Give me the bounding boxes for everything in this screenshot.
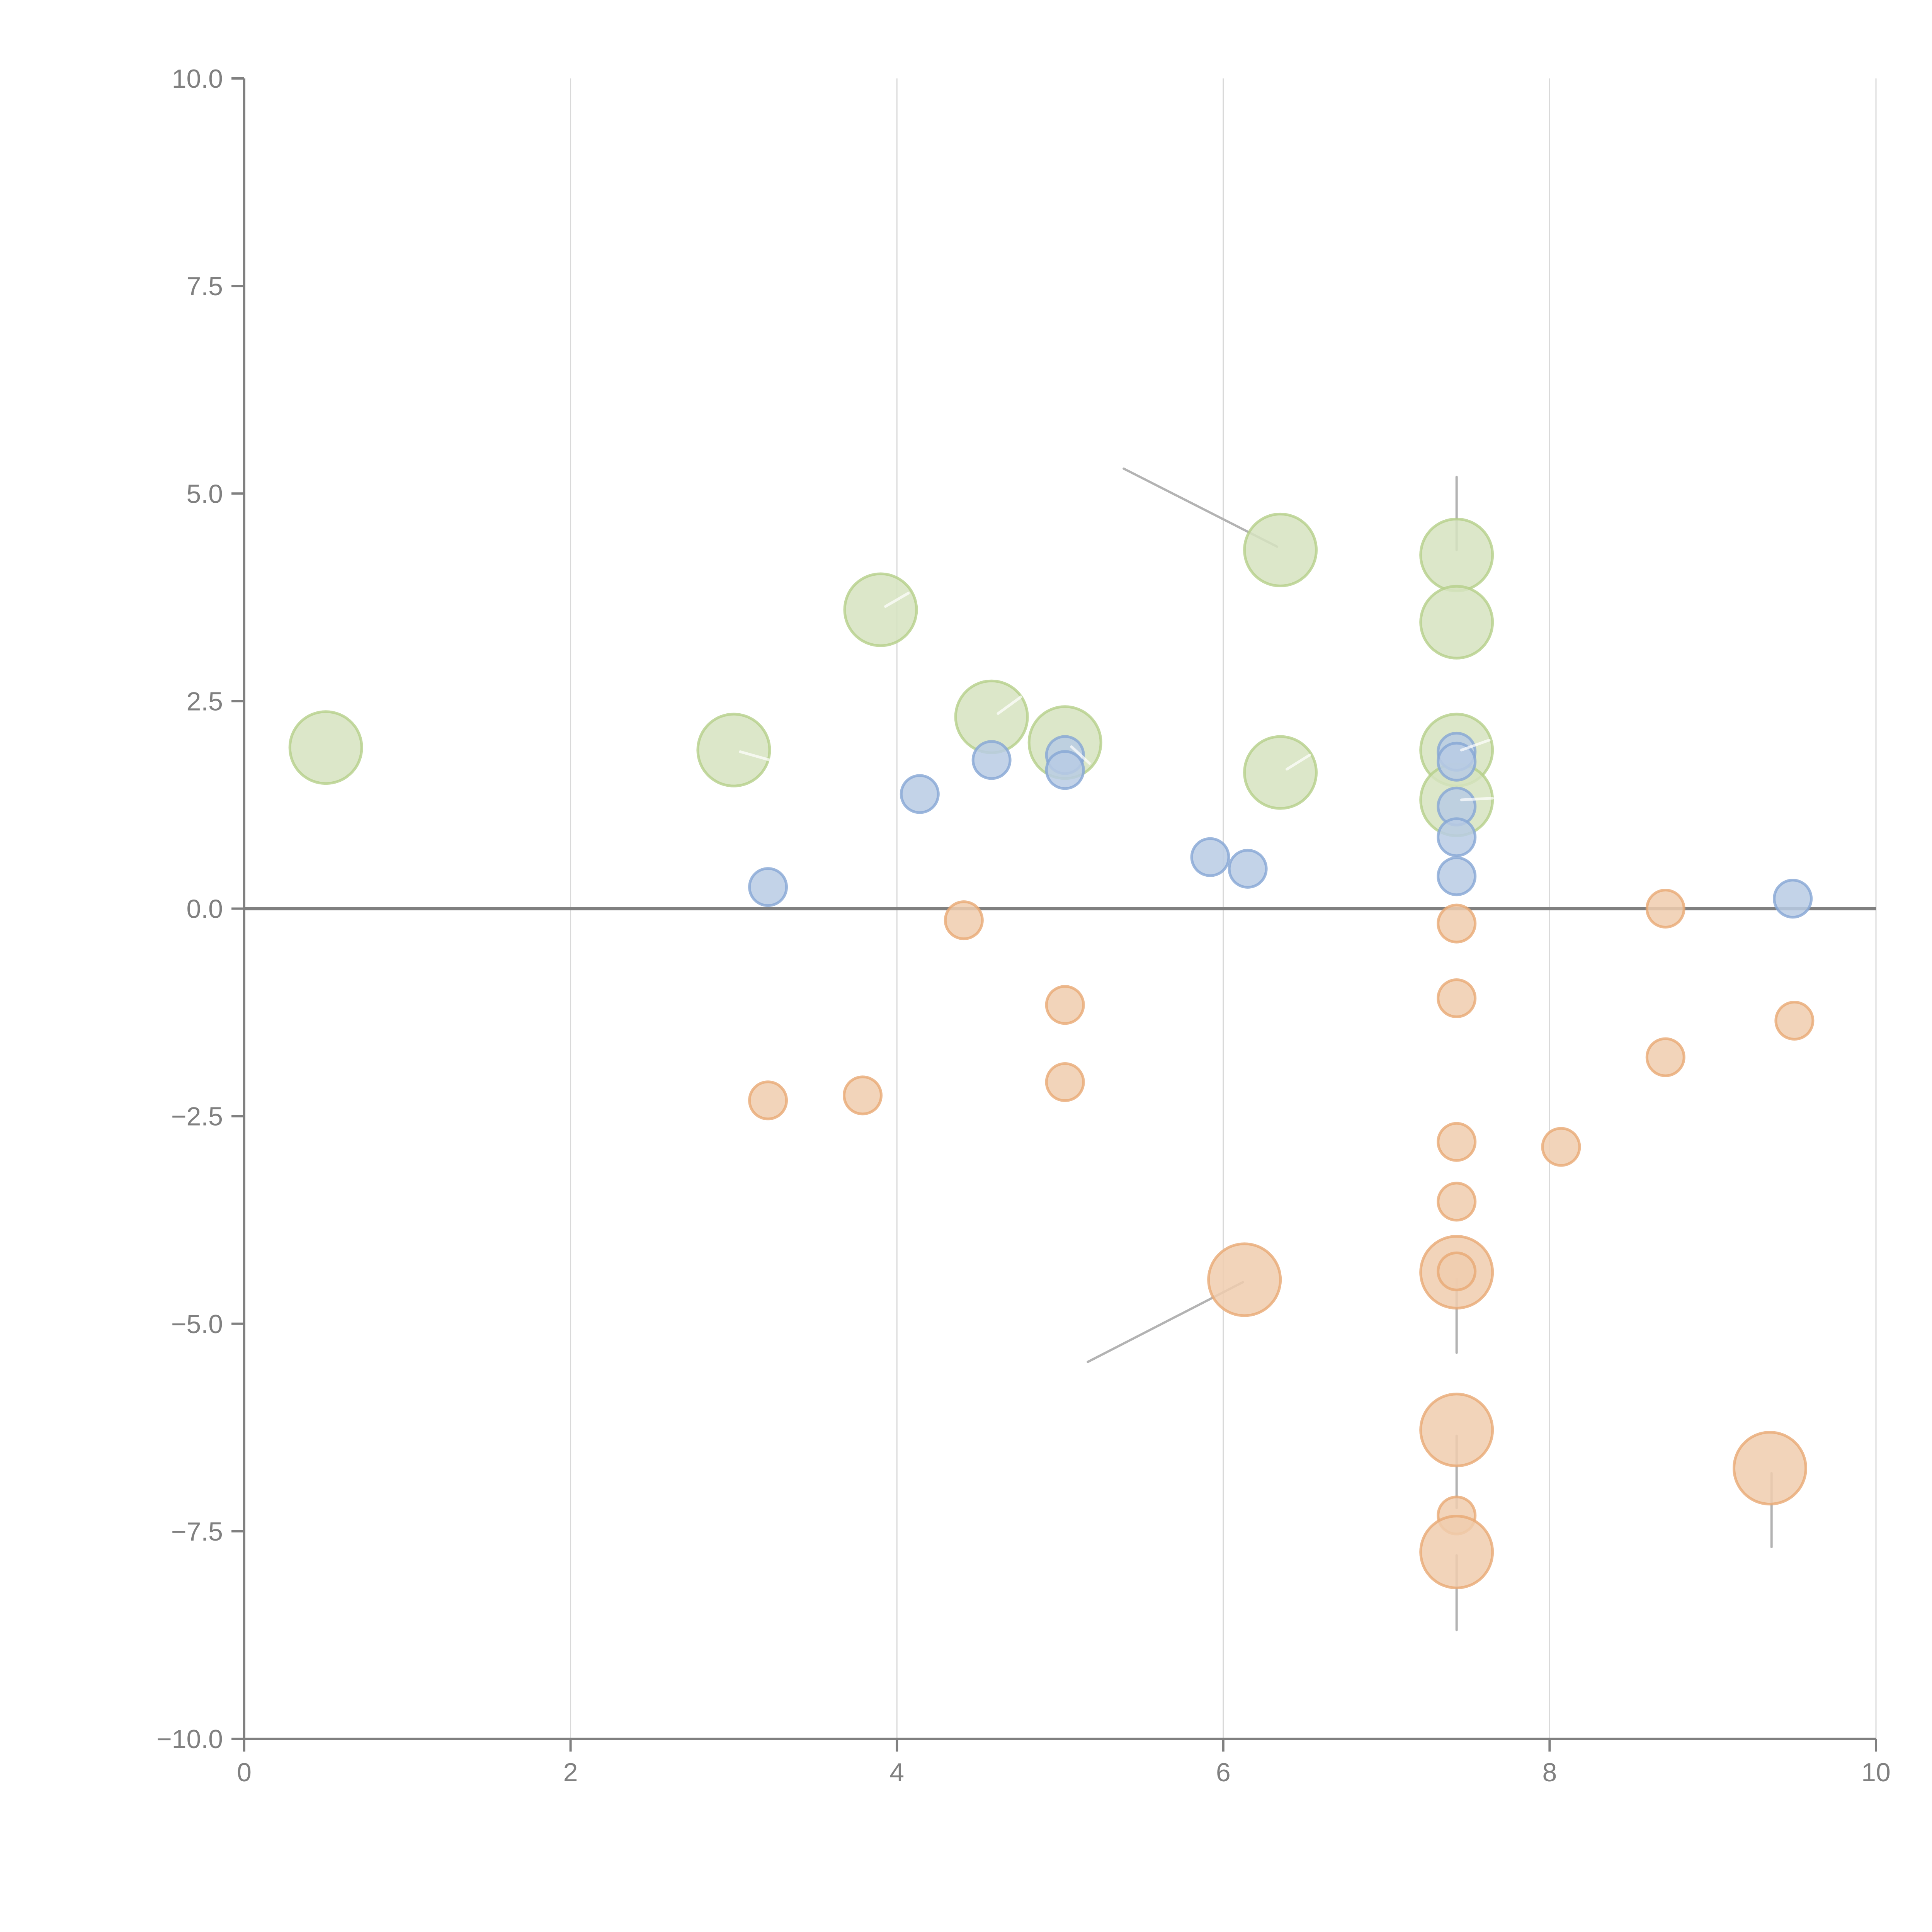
series-orange	[748, 889, 1815, 1590]
data-point-blue	[1045, 750, 1085, 790]
data-point-green	[1243, 512, 1318, 587]
annotation-inner-tick	[1285, 753, 1311, 771]
data-point-orange	[1045, 985, 1085, 1025]
annotation-inner-tick	[997, 696, 1022, 715]
y-tick-label: 0.0	[186, 895, 223, 924]
data-point-orange	[1437, 978, 1477, 1019]
data-point-blue	[1437, 742, 1477, 782]
data-point-green	[696, 713, 771, 787]
data-point-orange	[1733, 1431, 1808, 1506]
annotation-inner-tick	[884, 592, 910, 608]
y-tick-label: −2.5	[171, 1102, 223, 1131]
data-point-orange	[1419, 1393, 1494, 1468]
y-tick-label: −7.5	[171, 1517, 223, 1546]
data-point-orange	[1419, 1515, 1494, 1590]
x-tick-label: 2	[563, 1758, 578, 1787]
data-point-orange	[1645, 1037, 1685, 1077]
data-point-blue	[748, 867, 788, 907]
data-point-orange	[748, 1080, 788, 1121]
x-axis-ticks: 0 2 4 6 8 10	[237, 1739, 1891, 1787]
data-point-blue	[1437, 856, 1477, 896]
data-points	[288, 512, 1815, 1590]
data-point-orange	[944, 900, 984, 940]
data-point-orange	[1437, 1122, 1477, 1162]
y-tick-label: 2.5	[186, 687, 223, 716]
series-blue	[748, 731, 1813, 919]
data-point-orange	[1045, 1062, 1085, 1102]
data-point-orange	[1645, 889, 1685, 929]
y-tick-label: −5.0	[171, 1310, 223, 1339]
annotation-inner-tick	[1070, 745, 1091, 765]
data-point-orange	[1437, 1251, 1477, 1291]
annotation-inner-tick	[1460, 797, 1494, 801]
data-point-green	[1419, 517, 1494, 592]
data-point-green	[1243, 735, 1318, 810]
annotation-inner-tick	[1460, 738, 1491, 752]
y-tick-label: 10.0	[172, 64, 223, 94]
y-axis-ticks: 10.0 7.5 5.0 2.5 0.0 −2.5 −5.0 −7.5 −10.0	[156, 64, 244, 1754]
data-point-green	[843, 572, 918, 647]
annotation-inner-tick	[739, 750, 771, 762]
x-tick-label: 0	[237, 1758, 252, 1787]
data-point-blue	[971, 740, 1012, 780]
x-tick-label: 8	[1542, 1758, 1557, 1787]
data-point-green	[288, 710, 363, 785]
data-point-orange	[1774, 1001, 1815, 1041]
y-tick-label: 5.0	[186, 479, 223, 509]
data-point-orange	[843, 1075, 883, 1116]
x-tick-label: 10	[1861, 1758, 1891, 1787]
data-point-orange	[1437, 903, 1477, 944]
data-point-orange	[1541, 1127, 1581, 1167]
axes	[243, 78, 1876, 1740]
data-point-blue	[900, 774, 940, 814]
series-green	[288, 512, 1494, 837]
data-point-blue	[1190, 837, 1230, 877]
data-point-orange	[1207, 1242, 1282, 1317]
inner-ticks	[739, 592, 1494, 801]
x-tick-label: 4	[889, 1758, 904, 1787]
x-tick-label: 6	[1216, 1758, 1231, 1787]
data-point-blue	[1228, 849, 1268, 889]
y-tick-label: 7.5	[186, 272, 223, 301]
data-point-blue	[1437, 817, 1477, 857]
data-point-green	[1419, 585, 1494, 660]
data-point-blue	[1773, 879, 1813, 919]
y-tick-label: −10.0	[156, 1725, 223, 1754]
data-point-orange	[1437, 1182, 1477, 1222]
